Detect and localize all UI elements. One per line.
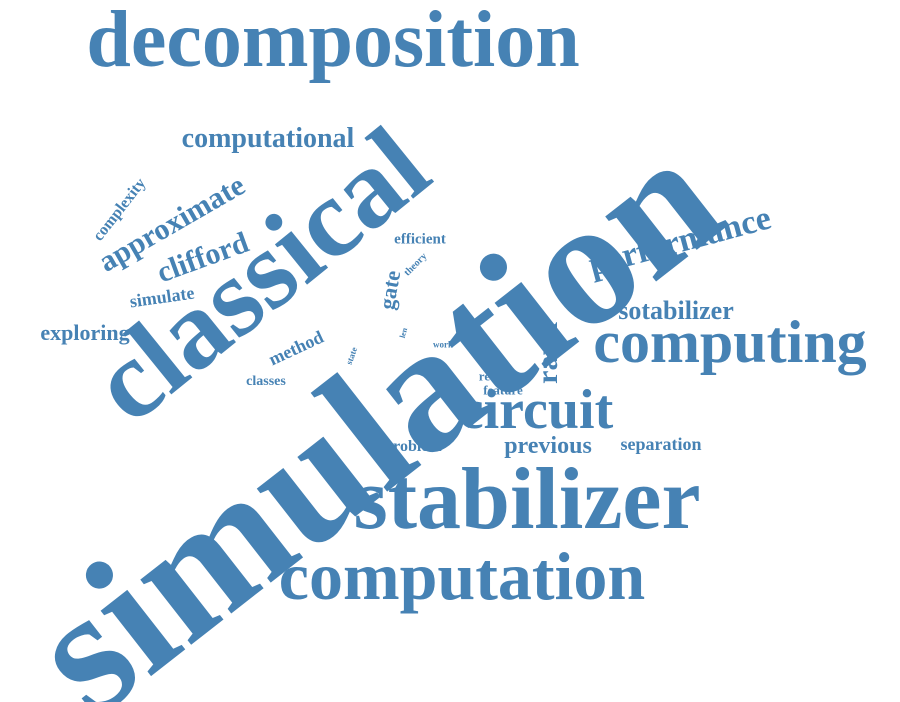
word-decomposition: decomposition: [86, 0, 580, 84]
word-exploring: exploring: [40, 320, 130, 345]
word-feature: feature: [483, 382, 523, 398]
word-efficient: efficient: [394, 231, 446, 248]
word-computational: computational: [181, 123, 355, 154]
word-computing: computing: [593, 309, 867, 375]
word-circuit: circuit: [458, 379, 614, 441]
word-sotabilizer: sotabilizer: [618, 296, 734, 325]
word-classes: classes: [246, 374, 286, 389]
word-previous: previous: [504, 433, 592, 459]
word-separation: separation: [620, 434, 702, 454]
word-computation: computation: [278, 538, 646, 614]
word-stabilizer: stabilizer: [353, 451, 701, 548]
word-problem: problem: [384, 438, 442, 455]
word-work: work: [433, 339, 453, 350]
word-recent: recent: [478, 368, 514, 384]
